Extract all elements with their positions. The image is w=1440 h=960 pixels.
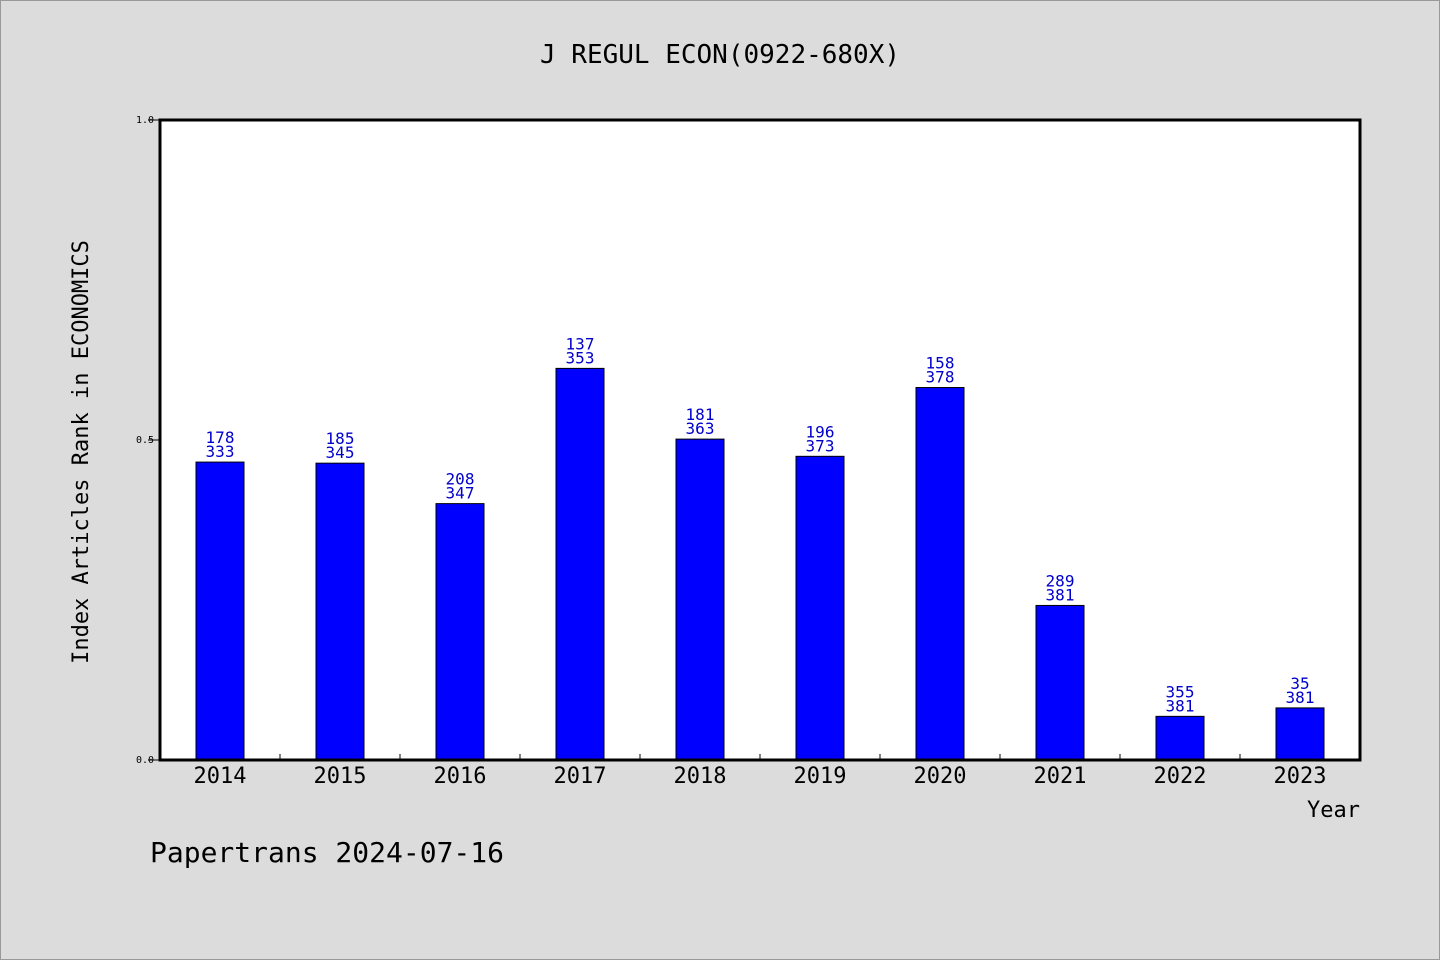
x-tick-label-2020: 2020 [914,764,967,789]
x-tick-label-2016: 2016 [434,764,487,789]
x-tick-label-2021: 2021 [1034,764,1087,789]
bar-rank-label-2015: 185 [326,429,355,448]
bars-layer [195,367,1325,761]
x-tick-label-2019: 2019 [794,764,847,789]
bar-rank-label-2014: 178 [206,428,235,447]
footer-credit: Papertrans 2024-07-16 [150,836,504,869]
bar-2014 [195,461,245,761]
x-ticks-layer: 2014 2015 2016 2017 2018 2019 2020 2021 2022 2023 [194,754,1327,789]
bar-total-label-2016: 347 [446,484,475,503]
y-axis-label: Index Articles Rank in ECONOMICS [69,240,94,664]
bar-rank-label-2019: 196 [806,422,835,441]
bar-2018 [675,438,725,761]
chart-title: J REGUL ECON(0922-680X) [540,40,900,70]
y-tick-label-1.0: 1.0 [136,115,154,126]
x-tick-label-2022: 2022 [1154,764,1207,789]
bar-2020 [915,387,965,761]
x-tick-label-2015: 2015 [314,764,367,789]
bar-rank-label-2021: 289 [1046,571,1075,590]
bar-2023 [1275,707,1325,761]
bar-total-label-2014: 333 [206,442,235,461]
y-tick-label-0.0: 0.0 [136,755,154,766]
x-tick-label-2014: 2014 [194,764,247,789]
x-tick-label-2017: 2017 [554,764,607,789]
bar-total-label-2015: 345 [326,443,355,462]
bar-2016 [435,503,485,761]
x-tick-label-2018: 2018 [674,764,727,789]
bar-rank-label-2017: 137 [566,334,595,353]
bar-total-label-2017: 353 [566,348,595,367]
bar-2021 [1035,604,1085,761]
bar-2022 [1155,715,1205,761]
bar-total-label-2020: 378 [926,368,955,387]
bar-rank-label-2018: 181 [686,405,715,424]
bar-2015 [315,462,365,761]
x-tick-label-2023: 2023 [1274,764,1327,789]
bar-total-label-2018: 363 [686,419,715,438]
bar-2017 [555,367,605,761]
bar-total-label-2022: 381 [1166,696,1195,715]
x-axis-label: Year [1307,798,1360,823]
bar-rank-label-2016: 208 [446,470,475,489]
bar-2019 [795,455,845,761]
bar-rank-label-2022: 355 [1166,682,1195,701]
y-ticks-layer: 0.0 0.5 1.0 [136,115,160,766]
bar-total-label-2023: 381 [1286,688,1315,707]
bar-total-label-2019: 373 [806,436,835,455]
bar-rank-label-2023: 35 [1290,674,1309,693]
bar-total-label-2021: 381 [1046,585,1075,604]
y-tick-label-0.5: 0.5 [136,435,154,446]
bar-rank-label-2020: 158 [926,354,955,373]
